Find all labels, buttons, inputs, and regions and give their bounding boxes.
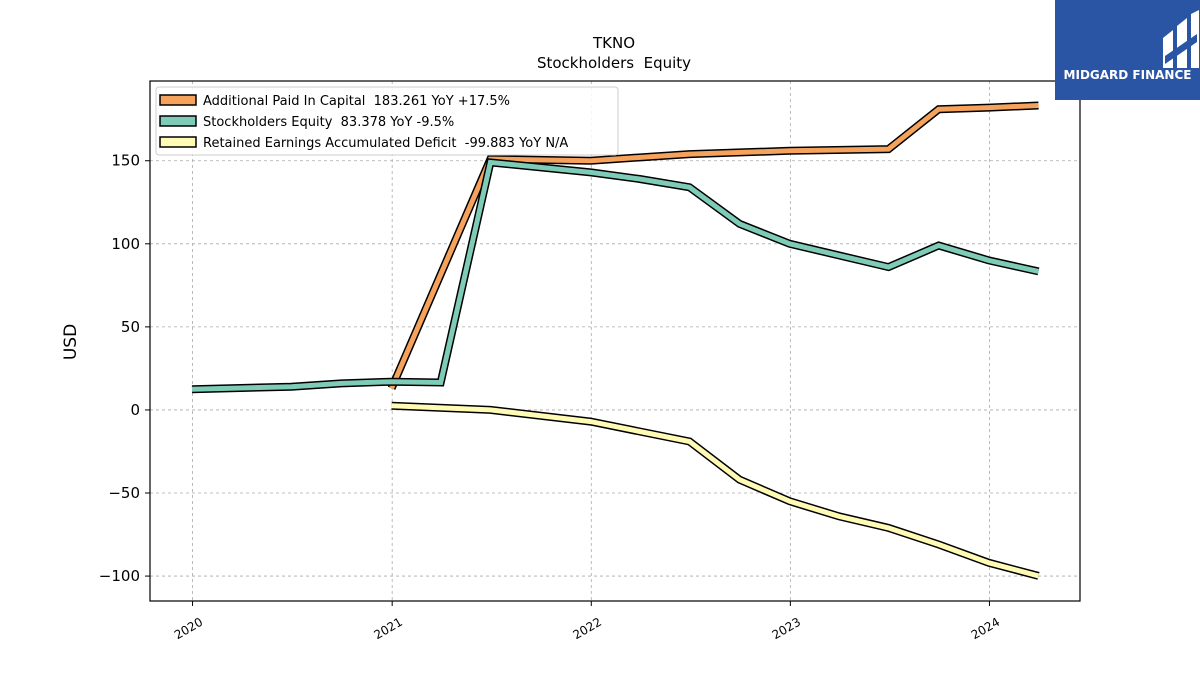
series-line-2 (191, 158, 1040, 394)
legend-swatch (159, 94, 197, 106)
y-tick-label: −50 (108, 484, 140, 502)
x-tick-label: 2024 (969, 615, 1002, 642)
legend-entry: Retained Earnings Accumulated Deficit -9… (203, 136, 568, 151)
series-line-3 (391, 401, 1040, 580)
chart-title: TKNO (592, 34, 635, 52)
brand-logo: MIDGARD FINANCE (1055, 0, 1200, 100)
y-tick-label: 50 (121, 318, 140, 336)
axis-ticks: 2020 2021 2022 2023 2024 −100 −50 0 50 100 150 (99, 152, 1002, 642)
logo-mark-icon (1163, 10, 1199, 68)
plot-frame (149, 80, 1081, 602)
chart-subtitle: Stockholders Equity (537, 54, 691, 72)
series-line-1 (387, 101, 1039, 390)
legend-swatch (159, 136, 197, 148)
y-tick-label: 0 (130, 401, 140, 419)
series-layer (191, 101, 1040, 580)
x-tick-label: 2021 (371, 615, 404, 642)
y-tick-label: 150 (111, 152, 140, 170)
legend-swatch (159, 115, 197, 127)
legend-entry: Stockholders Equity 83.378 YoY -9.5% (203, 115, 454, 130)
y-axis-label: USD (61, 324, 81, 360)
x-tick-label: 2022 (571, 615, 604, 642)
y-tick-label: 100 (111, 235, 140, 253)
y-tick-label: −100 (99, 567, 140, 585)
x-tick-label: 2023 (770, 615, 803, 642)
legend-box (155, 86, 619, 156)
legend-entry: Additional Paid In Capital 183.261 YoY +… (203, 94, 510, 109)
x-tick-label: 2020 (172, 615, 205, 642)
brand-name: MIDGARD FINANCE (1063, 68, 1192, 82)
legend: Additional Paid In Capital 183.261 YoY +… (155, 86, 619, 156)
